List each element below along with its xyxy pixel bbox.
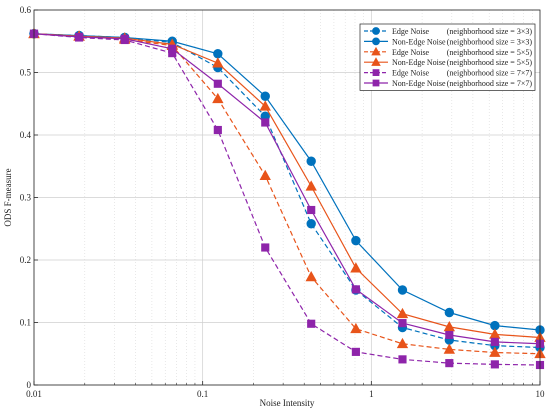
data-point — [489, 346, 501, 357]
y-axis-title: ODS F-measure — [3, 168, 13, 226]
data-point — [213, 49, 223, 59]
legend-marker — [372, 79, 380, 87]
data-point — [350, 322, 362, 334]
data-point — [261, 118, 270, 127]
legend-marker — [372, 69, 380, 76]
data-point — [351, 285, 360, 294]
legend-series-detail: (neighborhood size = 3×3) — [447, 37, 533, 46]
legend-box — [359, 23, 536, 91]
ticks: 0.01 0.1 1 10 0 0.1 0.2 0.3 0.4 0.5 0.6 — [20, 5, 545, 399]
data-point — [306, 219, 316, 229]
data-point — [398, 355, 407, 364]
data-point — [305, 180, 317, 191]
legend-series-name: Non-Edge Noise — [392, 58, 446, 67]
data-point — [212, 92, 224, 104]
legend-series-name: Non-Edge Noise — [392, 79, 446, 88]
data-point — [213, 125, 222, 135]
data-point — [74, 32, 84, 41]
data-point — [213, 79, 222, 88]
data-point — [307, 319, 316, 328]
y-tick-label: 0.5 — [20, 68, 32, 78]
grid — [33, 9, 540, 386]
data-point — [490, 360, 499, 369]
data-point — [396, 337, 409, 349]
data-point — [120, 34, 129, 43]
data-point — [305, 271, 317, 282]
legend-marker — [372, 37, 380, 46]
y-tick-label: 0.3 — [20, 193, 32, 203]
data-point — [396, 307, 409, 319]
legend-series-name: Edge Noise — [392, 69, 430, 78]
data-point — [443, 343, 456, 354]
data-point — [212, 57, 224, 68]
data-point — [307, 205, 316, 215]
legend-series-detail: (neighborhood size = 5×5) — [447, 58, 533, 67]
series-layer — [28, 27, 546, 370]
data-point — [168, 44, 177, 53]
y-tick-label: 0 — [27, 380, 32, 390]
data-point — [350, 262, 362, 273]
x-axis-title: Noise Intensity — [260, 398, 315, 408]
data-point — [260, 91, 270, 101]
legend-series-name: Edge Noise — [392, 48, 430, 57]
legend-marker — [372, 27, 380, 35]
data-point — [398, 319, 407, 328]
data-point — [259, 169, 271, 180]
legend-series-detail: (neighborhood size = 5×5) — [447, 48, 533, 57]
x-tick-label: 0.1 — [197, 389, 208, 399]
data-point — [351, 347, 360, 356]
data-point — [261, 243, 270, 252]
legend-series-detail: (neighborhood size = 7×7) — [447, 69, 533, 78]
y-tick-label: 0.1 — [20, 318, 31, 328]
series-line — [33, 33, 541, 345]
legend-series-name: Non-Edge Noise — [392, 37, 446, 46]
legend: Edge Noise (neighborhood size = 3×3)Non-E… — [359, 23, 536, 91]
data-point — [445, 330, 454, 340]
data-point — [397, 285, 408, 295]
legend-series-detail: (neighborhood size = 7×7) — [447, 79, 533, 88]
data-point — [445, 359, 454, 368]
legend-marker — [371, 57, 381, 66]
series-line — [33, 33, 541, 331]
x-tick-label: 1 — [369, 389, 374, 399]
y-tick-label: 0.2 — [20, 255, 31, 265]
legend-marker — [371, 46, 381, 56]
data-point — [259, 100, 271, 111]
x-tick-label: 0.01 — [26, 389, 42, 399]
x-tick-label: 10 — [536, 389, 546, 399]
legend-series-name: Edge Noise — [392, 27, 430, 36]
legend-series-detail: (neighborhood size = 3×3) — [447, 27, 533, 36]
data-point — [443, 321, 456, 332]
data-point — [490, 337, 499, 346]
data-point — [351, 235, 361, 246]
series-line — [33, 33, 541, 366]
y-tick-label: 0.6 — [20, 5, 32, 15]
data-point — [444, 307, 455, 318]
series-line — [33, 33, 541, 339]
data-point — [306, 156, 316, 166]
y-tick-label: 0.4 — [20, 130, 32, 140]
